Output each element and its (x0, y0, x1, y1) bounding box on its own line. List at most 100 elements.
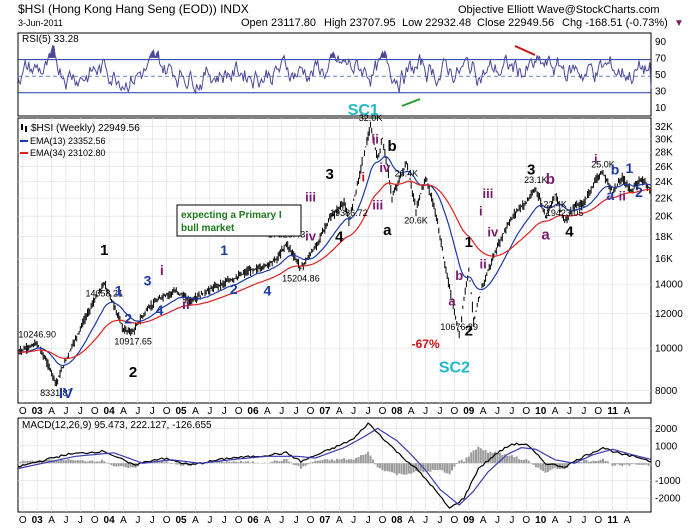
price-tick-label: 14000 (655, 280, 683, 291)
quote-close: Close 22949.56 (477, 17, 554, 29)
ema34-line (17, 180, 651, 360)
wave-label: 1 (220, 242, 228, 258)
wave-label: ii (182, 296, 190, 312)
x-tick-label: O (91, 515, 99, 526)
x-tick-label: A (408, 515, 415, 526)
wave-label: iv (487, 224, 499, 239)
x-tick-label: A (480, 515, 487, 526)
wave-label: a (383, 222, 392, 239)
price-label: 32.0K (359, 113, 383, 123)
annotation-frame (176, 204, 302, 237)
legend-ema34: EMA(34) 23102.80 (30, 148, 106, 158)
price-tick-label: 20K (655, 212, 673, 223)
macd-tick-label: 0 (655, 459, 661, 470)
wave-label: IV (59, 385, 73, 402)
wave-label: -67% (412, 337, 440, 351)
x-tick-label: J (366, 406, 371, 417)
macd-line (18, 422, 652, 510)
price-label: 19423.05 (546, 208, 584, 218)
x-tick-label: J (423, 406, 428, 417)
x-tick-label: O (379, 406, 387, 417)
quote-high: High 23707.95 (324, 17, 396, 29)
x-tick-label: A (336, 515, 343, 526)
x-tick-label: 03 (32, 515, 44, 526)
wave-label: b (546, 171, 555, 188)
x-tick-label: A (480, 406, 487, 417)
wave-label: ii (480, 256, 487, 271)
price-frame (17, 117, 652, 404)
wave-label: 2 (635, 184, 643, 200)
price-tick-label: 12000 (655, 309, 683, 320)
price-legend-icon (21, 124, 23, 130)
price-label: 22.4K (543, 200, 567, 210)
x-tick-label: 11 (607, 406, 618, 417)
x-tick-label: A (264, 406, 271, 417)
x-tick-label: O (450, 406, 458, 417)
x-tick-label: J (135, 515, 140, 526)
rsi-divergence-line-red (514, 45, 536, 56)
wave-label: a (606, 187, 614, 203)
price-tick-label: 28K (655, 148, 673, 159)
price-label: 15204.86 (282, 273, 320, 283)
rsi-frame (17, 32, 652, 117)
x-tick-label: O (522, 515, 530, 526)
wave-label: iv (379, 160, 391, 175)
x-tick-label: A (192, 406, 199, 417)
x-tick-label: J (150, 515, 155, 526)
macd-panel: MACD(12,26,9) 95.473, 222.127, -126.655 … (17, 417, 681, 513)
watermark: Objective Elliott Wave@StockCharts.com (458, 4, 660, 16)
x-tick-label: J (495, 406, 500, 417)
quote-low: Low 22932.48 (402, 17, 471, 29)
x-tick-label: J (351, 515, 356, 526)
macd-tick-label: -1000 (655, 476, 681, 487)
wave-label: i (594, 151, 598, 166)
macd-label: MACD(12,26,9) 95.473, 222.127, -126.655 (22, 420, 212, 431)
x-tick-label: A (624, 406, 631, 417)
x-tick-label: J (222, 515, 227, 526)
quote-change: Chg -168.51 (-0.73%) (562, 17, 668, 29)
price-label: 10917.65 (114, 336, 152, 346)
wave-label: iii (305, 190, 316, 205)
wave-label: 2 (465, 322, 473, 339)
price-legend-icon-2 (25, 126, 27, 132)
macd-histogram (17, 446, 652, 475)
x-tick-label: A (48, 406, 55, 417)
rsi-tick-label: 50 (655, 70, 667, 81)
x-tick-label: J (366, 515, 371, 526)
x-tick-label: J (294, 515, 299, 526)
price-panel: 32K 30K 28K 26K 24K 22K 20K 18K 16K 14000 12000 100… (17, 102, 683, 404)
x-tick-label: 07 (319, 515, 331, 526)
wave-label: a (541, 226, 550, 243)
x-tick-label: O (19, 515, 27, 526)
x-tick-label: O (91, 406, 99, 417)
x-tick-label: O (307, 515, 315, 526)
x-tick-label: A (336, 406, 343, 417)
x-tick-label: J (509, 406, 514, 417)
wave-label: 2 (129, 364, 137, 381)
x-tick-label: 08 (391, 515, 403, 526)
x-tick-label: 10 (535, 406, 547, 417)
x-tick-label: J (63, 406, 68, 417)
x-tick-label: A (264, 515, 271, 526)
price-tick-label: 8000 (655, 386, 678, 397)
x-tick-label: J (438, 406, 443, 417)
wave-label: iii (372, 198, 383, 213)
wave-label: i (160, 262, 164, 278)
wave-label: 4 (335, 229, 344, 246)
x-tick-label: J (135, 406, 140, 417)
x-tick-label: A (120, 406, 127, 417)
x-tick-label: J (207, 515, 212, 526)
x-axis-macd: O 03 A J J O 04 A J J O 05 A J J O 06 A J J O 07 A J J O 08 A J J O 09 A… (19, 515, 631, 526)
macd-signal-line (17, 427, 652, 506)
macd-tick-label: 1000 (655, 441, 678, 452)
x-tick-label: 06 (247, 515, 259, 526)
rsi-tick-label: 10 (655, 103, 667, 114)
price-label: 14058.21 (86, 288, 124, 298)
x-tick-label: A (120, 515, 127, 526)
wave-label: i (361, 170, 365, 185)
x-tick-label: 05 (175, 515, 187, 526)
x-tick-label: J (78, 406, 83, 417)
x-tick-label: A (552, 406, 559, 417)
macd-axis: 2000 1000 0 -1000 -2000 (655, 424, 681, 505)
wave-label: b (387, 138, 396, 155)
